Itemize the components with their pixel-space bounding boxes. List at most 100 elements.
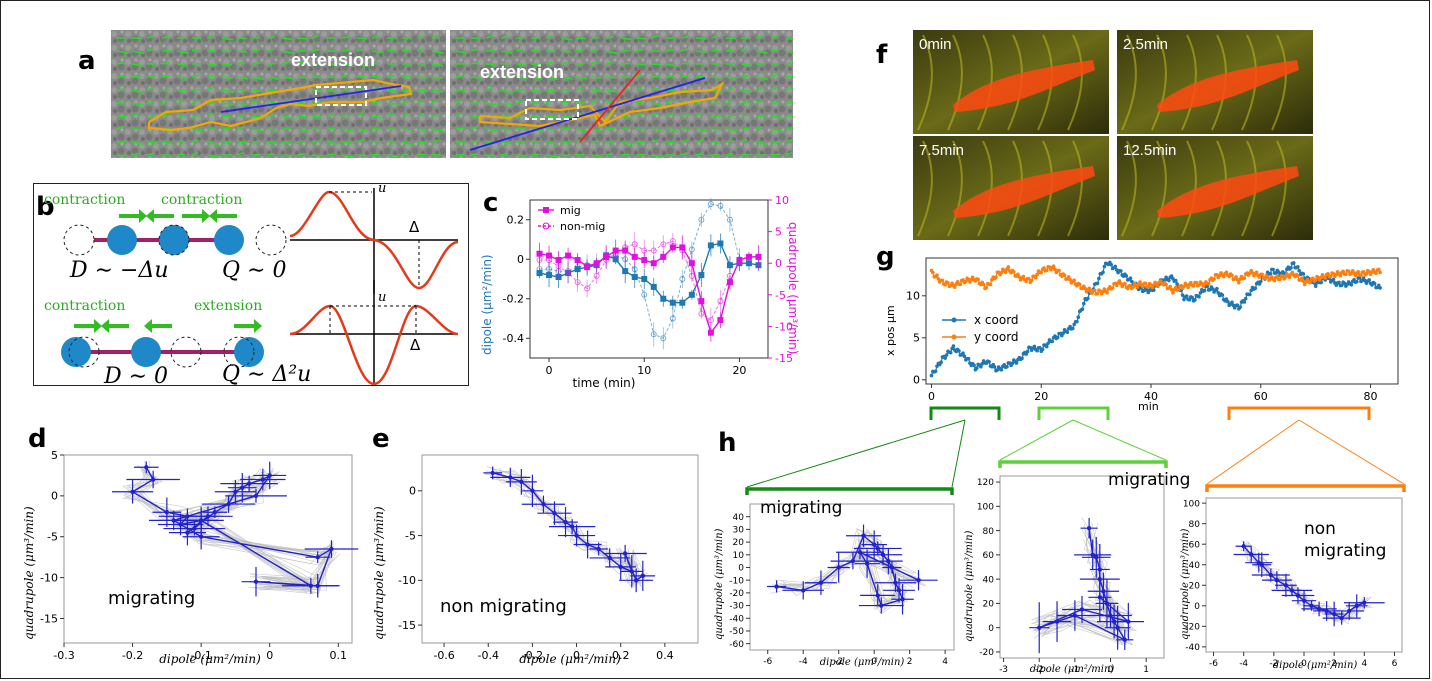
data-point: [1242, 300, 1247, 304]
data-point: [1215, 286, 1219, 291]
data-point: [596, 546, 601, 552]
data-point: [1151, 288, 1156, 292]
flow-arrow: [575, 76, 588, 80]
flow-arrow: [236, 126, 244, 130]
flow-arrow: [710, 128, 721, 131]
flow-arrow: [605, 36, 614, 39]
data-point: [900, 597, 905, 602]
data-point: [698, 298, 705, 305]
data-point: [1311, 276, 1315, 281]
flow-arrow: [785, 138, 793, 143]
flow-arrow: [695, 50, 707, 54]
flow-arrow: [356, 113, 364, 117]
flow-arrow: [455, 153, 465, 156]
data-point: [130, 489, 135, 494]
data-point: [1302, 282, 1307, 287]
data-point: [1175, 282, 1179, 286]
data-point: [736, 257, 743, 264]
flow-arrow: [161, 35, 170, 39]
neurite: [917, 140, 933, 237]
y-tick-label: 5: [913, 332, 920, 345]
data-point: [1341, 269, 1345, 274]
data-point: [164, 510, 170, 515]
flow-arrow: [575, 49, 584, 52]
chart-h1-text: migrating: [760, 498, 843, 518]
flow-arrow: [386, 113, 394, 117]
flow-arrow: [176, 100, 184, 104]
flow-arrow: [770, 86, 778, 91]
data-point: [618, 564, 623, 570]
flow-arrow: [281, 154, 293, 157]
data-point: [1044, 268, 1049, 273]
y-tick-label: 10: [733, 551, 745, 561]
data-point: [1220, 293, 1225, 297]
data-point: [1066, 275, 1071, 279]
data-point: [1101, 270, 1105, 275]
flow-arrow: [635, 113, 643, 117]
data-point: [1309, 603, 1314, 608]
flow-arrow: [146, 86, 154, 91]
series-line: [539, 203, 740, 339]
panel-label-f: f: [876, 40, 888, 70]
x-tick-label: 80: [1364, 390, 1378, 403]
data-point: [879, 603, 884, 608]
neurite: [917, 34, 933, 131]
flow-arrow: [635, 128, 647, 131]
series-line: [539, 240, 731, 321]
chart-g: 0 20 40 60 80 0 5 10 x coord y coord: [906, 257, 1399, 403]
flow-arrow: [326, 63, 338, 66]
data-point: [931, 270, 935, 275]
data-point: [1364, 272, 1369, 276]
data-point: [1339, 615, 1344, 621]
chart-d-xlabel: dipole (μm²/min): [159, 652, 261, 666]
data-point: [1272, 278, 1277, 283]
flow-arrow: [251, 100, 260, 104]
data-point: [1097, 595, 1103, 600]
flow-arrow: [251, 49, 260, 52]
chart-h2-ylabel: quadrupole (μm³/min): [964, 530, 975, 642]
data-point: [1128, 276, 1133, 280]
flow-arrow: [590, 61, 598, 65]
flow-arrow: [356, 63, 369, 68]
data-point: [1176, 288, 1181, 292]
neurite: [1271, 140, 1287, 237]
data-point: [574, 533, 579, 538]
y-tick-label: 5: [51, 449, 58, 462]
data-point: [880, 552, 886, 557]
data-point: [1210, 287, 1215, 291]
data-point: [1055, 335, 1060, 340]
data-point: [679, 299, 686, 306]
flow-arrow: [116, 88, 125, 91]
data-point: [935, 273, 939, 278]
data-point: [1300, 276, 1304, 281]
x-tick-label: -0.2: [122, 649, 143, 662]
flow-arrow: [386, 49, 396, 52]
flow-arrow: [530, 89, 543, 93]
data-point: [1171, 291, 1175, 295]
data-point: [1010, 361, 1015, 366]
eq-top-q: Q ∼ 0: [222, 258, 287, 283]
x-tick-label: 0: [1108, 665, 1114, 675]
x-tick-label: -6: [763, 657, 772, 667]
eq-bottom-q: Q ∼ Δ²u: [222, 362, 312, 387]
flow-arrow: [236, 141, 247, 144]
data-point: [315, 554, 320, 560]
data-point: [818, 580, 824, 585]
data-point: [979, 364, 983, 369]
x-tick-label: 10: [637, 364, 651, 377]
flow-arrow: [785, 37, 793, 41]
data-point: [1372, 281, 1377, 286]
data-point: [1108, 613, 1113, 618]
data-point: [660, 295, 667, 302]
flow-arrow: [575, 128, 588, 133]
flow-arrow: [296, 37, 308, 40]
flow-arrow: [281, 141, 293, 145]
data-point: [1224, 270, 1229, 275]
chart-h2: -3 -2 -1 0 1 120 100 80 60 40 20 0 -20: [977, 475, 1165, 675]
flow-arrow: [740, 138, 748, 143]
data-point: [1062, 273, 1067, 278]
flow-arrow: [371, 101, 380, 104]
flow-arrow: [431, 76, 443, 79]
data-point: [1283, 583, 1289, 588]
data-point: [1374, 271, 1378, 276]
